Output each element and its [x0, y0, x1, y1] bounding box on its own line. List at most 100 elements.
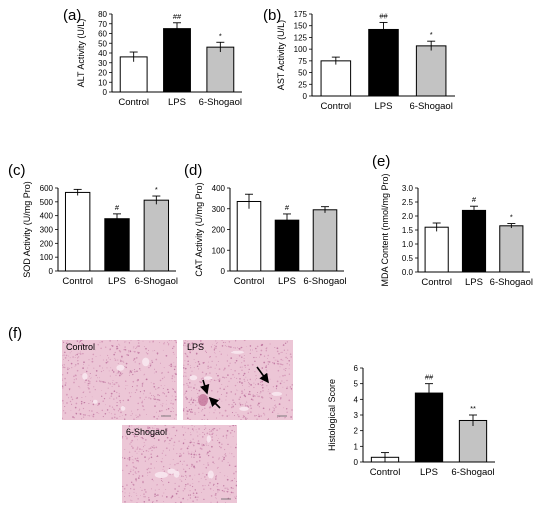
nucleus	[263, 378, 265, 380]
nucleus	[194, 413, 196, 415]
nucleus	[101, 409, 104, 412]
nucleus	[191, 370, 193, 372]
nucleus	[154, 489, 156, 491]
nucleus	[198, 459, 201, 462]
nucleus	[142, 340, 144, 342]
nucleus	[162, 429, 164, 431]
nucleus	[171, 395, 173, 397]
tissue-texture	[62, 340, 177, 420]
nucleus	[210, 501, 212, 503]
nucleus	[281, 351, 283, 354]
nucleus	[163, 492, 165, 494]
nucleus	[92, 403, 95, 406]
nucleus	[152, 480, 154, 482]
nucleus	[265, 365, 268, 367]
category-label: 6-Shogaol	[199, 97, 242, 108]
nucleus	[163, 393, 165, 395]
nucleus	[261, 384, 264, 386]
nucleus	[225, 386, 227, 388]
nucleus	[211, 436, 213, 438]
nucleus	[144, 439, 147, 441]
nucleus	[206, 441, 208, 443]
nucleus	[84, 381, 86, 383]
nucleus	[277, 413, 279, 415]
nucleus	[130, 340, 132, 341]
nucleus	[215, 345, 217, 348]
nucleus	[257, 383, 260, 385]
nucleus	[176, 463, 178, 465]
nucleus	[82, 352, 84, 355]
nucleus	[197, 407, 200, 410]
nucleus	[137, 402, 139, 405]
nucleus	[130, 468, 132, 470]
nucleus	[196, 461, 198, 463]
nucleus	[198, 411, 200, 413]
nucleus	[122, 490, 124, 493]
nucleus	[114, 351, 116, 354]
nucleus	[193, 367, 195, 369]
nucleus	[195, 454, 197, 456]
nucleus	[235, 359, 238, 362]
y-tick-label: 2	[354, 427, 359, 436]
nucleus	[188, 409, 191, 411]
nucleus	[233, 401, 235, 404]
nucleus	[116, 382, 118, 384]
nucleus	[111, 369, 114, 371]
nucleus	[185, 375, 187, 377]
bar-2	[104, 218, 130, 272]
nucleus	[245, 376, 247, 378]
nucleus	[122, 373, 124, 375]
nucleus	[157, 387, 158, 389]
nucleus	[266, 347, 268, 349]
nucleus	[143, 496, 145, 498]
nucleus	[228, 346, 231, 348]
nucleus	[136, 457, 139, 460]
histology-image-1: Control	[62, 340, 177, 420]
nucleus	[152, 427, 153, 429]
nucleus	[98, 377, 100, 379]
nucleus	[243, 372, 246, 375]
nucleus	[102, 359, 104, 361]
nucleus	[279, 366, 281, 368]
nucleus	[154, 425, 156, 426]
nucleus	[235, 340, 237, 342]
nucleus	[136, 340, 138, 341]
nucleus	[103, 370, 104, 371]
y-tick-label: 5	[354, 380, 359, 389]
nucleus	[63, 366, 65, 368]
nucleus	[287, 349, 289, 351]
nucleus	[274, 346, 276, 348]
panel-letter: (d)	[184, 162, 202, 179]
nucleus	[82, 413, 85, 416]
significance-mark: *	[430, 30, 433, 39]
category-label: LPS	[168, 97, 186, 108]
nucleus	[156, 353, 159, 355]
nucleus	[215, 476, 217, 478]
y-tick-label: 0	[221, 267, 226, 276]
nucleus	[147, 459, 149, 461]
nucleus	[124, 449, 126, 450]
nucleus	[161, 452, 164, 454]
nucleus	[230, 369, 232, 370]
nucleus	[77, 363, 79, 365]
nucleus	[162, 392, 164, 394]
nucleus	[241, 392, 243, 395]
nucleus	[169, 463, 171, 465]
nucleus	[225, 455, 227, 457]
nucleus	[183, 342, 186, 344]
nucleus	[145, 449, 148, 452]
nucleus	[235, 412, 237, 413]
y-tick-label: 0.0	[402, 268, 414, 277]
nucleus	[118, 393, 120, 395]
nucleus	[254, 379, 256, 381]
bar-1	[236, 200, 262, 272]
nucleus	[239, 378, 241, 380]
nucleus	[267, 358, 269, 360]
nucleus	[84, 414, 86, 416]
nucleus	[235, 497, 237, 499]
nucleus	[168, 344, 169, 346]
nucleus	[268, 388, 270, 390]
nucleus	[139, 391, 142, 393]
nucleus	[62, 399, 64, 402]
nucleus	[187, 378, 190, 381]
